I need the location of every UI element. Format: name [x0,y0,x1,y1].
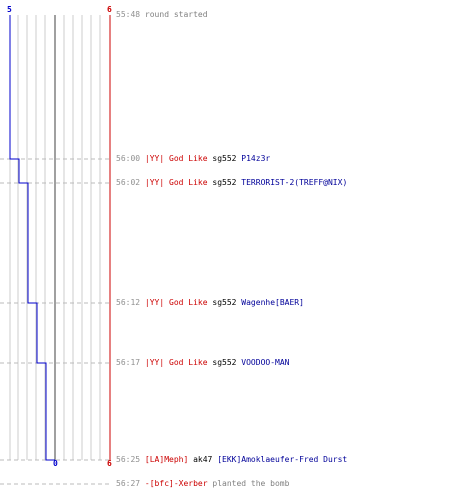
event-row: 56:12 |YY| God Like sg552 Wagenhe[BAER] [116,298,304,308]
event-part: -[bfc]-Xerber [144,479,208,488]
event-row: 56:17 |YY| God Like sg552 VOODOO-MAN [116,358,289,368]
event-row: 56:25 [LA]Meph] ak47 [EKK]Amoklaeufer-Fr… [116,455,347,465]
event-part: Wagenhe[BAER] [241,298,304,307]
event-time: 56:02 [116,178,141,187]
event-part: P14z3r [241,154,271,163]
t-score-top: 6 [107,5,112,14]
event-time: 56:00 [116,154,141,163]
event-part: sg552 [212,358,237,367]
event-row: 56:00 |YY| God Like sg552 P14z3r [116,154,270,164]
event-dash-lines [0,158,112,485]
event-part: sg552 [212,154,237,163]
event-row: 56:27 -[bfc]-Xerber planted the bomb [116,479,289,489]
event-part: planted the bomb [212,479,290,488]
ct-alive-line [9,15,55,461]
event-part: ak47 [193,455,213,464]
event-part: |YY| God Like [144,178,208,187]
event-part: |YY| God Like [144,298,208,307]
event-part: |YY| God Like [144,358,208,367]
event-time: 56:25 [116,455,141,464]
event-time: 56:27 [116,479,141,488]
event-time: 55:48 [116,10,141,19]
event-part: [EKK]Amoklaeufer-Fred Durst [217,455,348,464]
ct-score-top: 5 [7,5,12,14]
event-part: TERRORIST-2(TREFF@NIX) [241,178,348,187]
graph-grid [9,15,101,460]
event-part: [LA]Meph] [144,455,189,464]
event-part: round started [144,10,208,19]
event-row: 55:48 round started [116,10,208,20]
t-score-bottom: 6 [107,459,112,468]
event-part: sg552 [212,298,237,307]
event-part: VOODOO-MAN [241,358,290,367]
ct-score-bottom: 0 [53,459,58,468]
event-time: 56:17 [116,358,141,367]
event-part: sg552 [212,178,237,187]
event-part: |YY| God Like [144,154,208,163]
event-row: 56:02 |YY| God Like sg552 TERRORIST-2(TR… [116,178,347,188]
event-time: 56:12 [116,298,141,307]
